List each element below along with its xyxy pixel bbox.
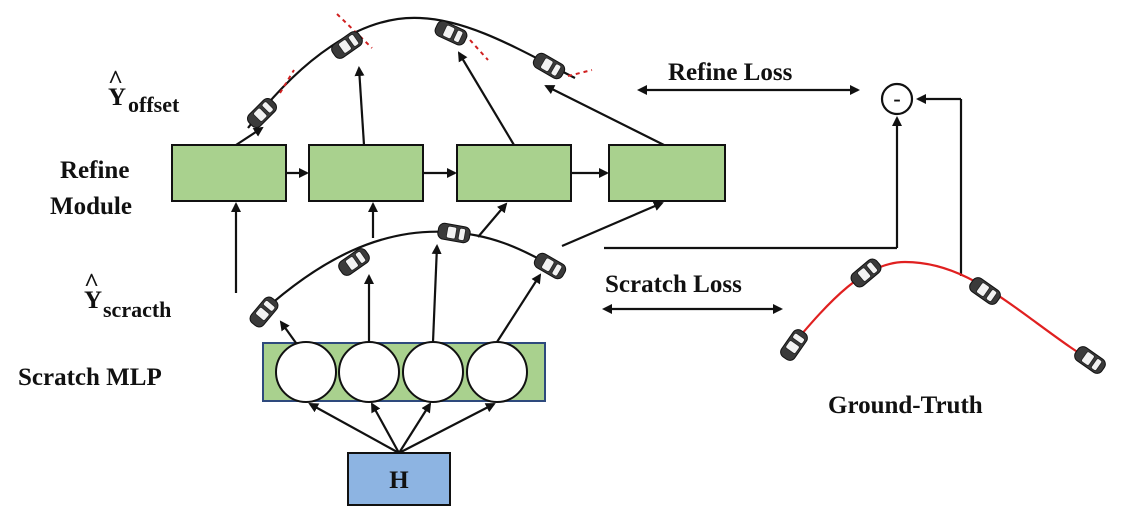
car-icon	[530, 50, 568, 82]
car-icon	[531, 250, 569, 282]
mlp-neuron-2	[338, 341, 400, 403]
scratch-trajectory	[261, 230, 553, 313]
y-scratch-symbol: Y	[84, 287, 102, 314]
refine-box-2	[308, 144, 424, 202]
ground-truth-trajectory	[789, 260, 1093, 362]
refine-module-label-line1: Refine	[60, 157, 129, 184]
y-scratch-label: Y ^ scracth	[84, 268, 171, 322]
hidden-state-box	[347, 452, 451, 506]
y-offset-symbol: Y	[108, 84, 126, 111]
car-icon	[436, 221, 472, 245]
minus-circle-icon	[880, 82, 914, 116]
scratch-loss-label: Scratch Loss	[605, 271, 742, 298]
refine-box-3	[456, 144, 572, 202]
car-icon	[777, 326, 811, 364]
y-offset-hat: ^	[108, 65, 123, 94]
car-icon	[335, 245, 373, 279]
mlp-to-scratch-arrows	[279, 244, 542, 344]
scratch-to-refine-arrows	[231, 201, 664, 293]
refine-module-label-line2: Module	[50, 193, 132, 220]
refine-loss-label: Refine Loss	[668, 59, 793, 86]
hidden-to-mlp-arrows	[308, 402, 496, 454]
scratch-mlp-label: Scratch MLP	[18, 364, 162, 391]
refine-box-1	[171, 144, 287, 202]
minus-symbol: -	[893, 86, 900, 111]
mlp-neuron-4	[466, 341, 528, 403]
car-icon	[328, 28, 366, 62]
y-scratch-subscript: scracth	[103, 297, 171, 322]
refine-box-4	[608, 144, 726, 202]
ground-truth-label: Ground-Truth	[828, 392, 983, 419]
car-icon	[1071, 343, 1109, 377]
mlp-neuron-3	[402, 341, 464, 403]
y-scratch-hat: ^	[84, 268, 99, 297]
offset-trajectory	[247, 16, 576, 129]
refine-to-offset-arrows	[235, 51, 665, 146]
car-icon	[966, 274, 1004, 308]
hidden-state-label: H	[389, 467, 409, 494]
mlp-neuron-1	[275, 341, 337, 403]
car-icon	[848, 256, 884, 290]
y-offset-label: Y ^ offset	[108, 65, 180, 117]
y-offset-subscript: offset	[128, 92, 180, 117]
offset-ticks	[279, 13, 593, 94]
